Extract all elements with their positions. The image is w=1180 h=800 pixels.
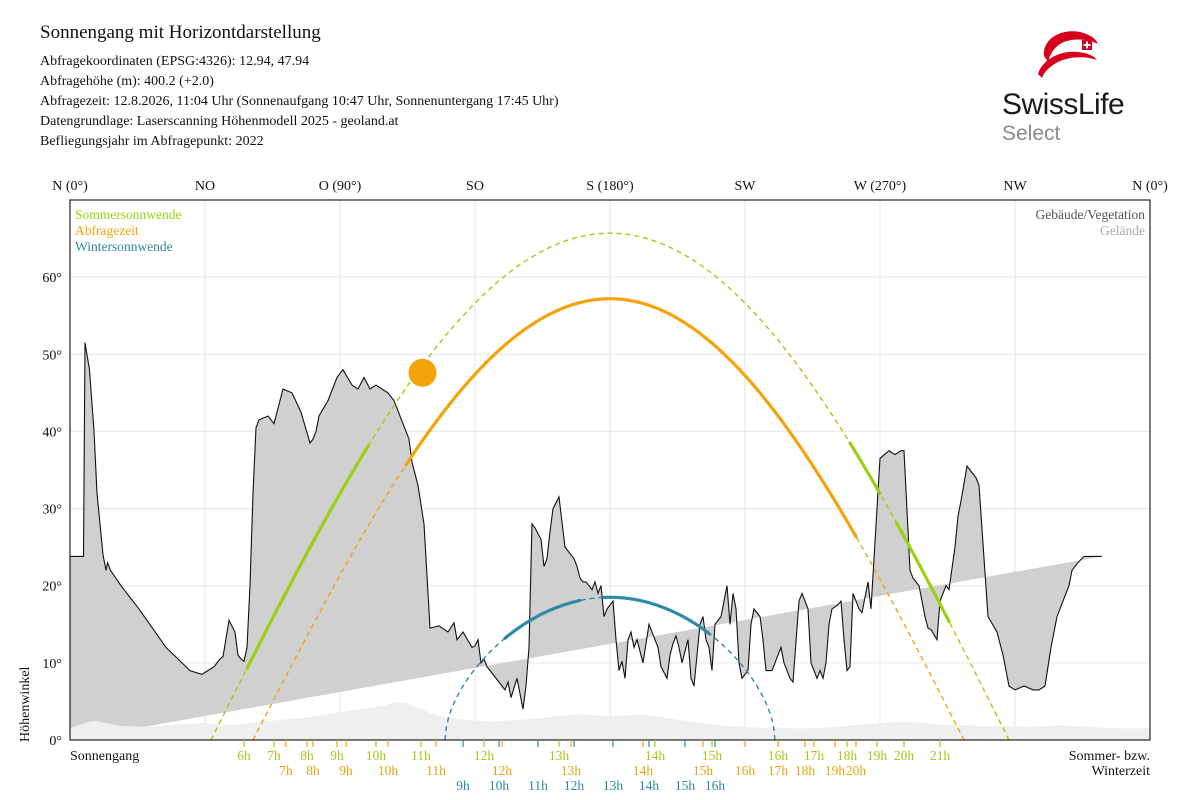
plot-frame — [69, 199, 1151, 741]
x-tick-label: NW — [1003, 179, 1027, 194]
sun-path-visible-abfragezeit — [404, 297, 858, 539]
hour-label: 11h — [426, 763, 446, 778]
hour-label: 13h — [603, 778, 624, 793]
sun-path-visible-sommersonnwende — [848, 441, 882, 496]
swisslife-logo-icon — [1038, 31, 1098, 78]
swisslife-logo: SwissLife Select — [1000, 26, 1150, 156]
x-tick-label: W (270°) — [854, 179, 907, 194]
y-tick-label: 50° — [42, 348, 62, 363]
hour-labels: 6h 7h 8h 9h 10h 11h 12h 13h 14h 15h 16h 17h 18h 19h 20… — [237, 740, 950, 793]
info-height: Abfragehöhe (m): 400.2 (+2.0) — [40, 74, 214, 89]
hour-label: 6h — [237, 748, 251, 763]
hour-label: 14h — [639, 778, 660, 793]
info-coordinates: Abfragekoordinaten (EPSG:4326): 12.94, 4… — [40, 54, 310, 69]
hour-label: 19h — [825, 763, 846, 778]
bottom-right-label-2: Winterzeit — [1091, 764, 1150, 779]
x-tick-label: N (0°) — [52, 179, 88, 194]
logo-subtitle: Select — [1002, 122, 1061, 145]
hour-label: 12h — [474, 748, 495, 763]
info-flight-year: Befliegungsjahr im Abfragepunkt: 2022 — [40, 134, 264, 149]
hour-label: 10h — [366, 748, 387, 763]
sun-path-visible-wintersonnwende — [503, 598, 582, 640]
hour-label: 13h — [549, 748, 570, 763]
hour-label: 11h — [411, 748, 431, 763]
hour-label: 12h — [492, 763, 513, 778]
horizon-terrain — [70, 702, 1150, 740]
page-title: Sonnengang mit Horizontdarstellung — [40, 22, 321, 43]
y-tick-label: 10° — [42, 657, 62, 672]
bottom-right-label-1: Sommer- bzw. — [1069, 749, 1150, 764]
hour-label: 16h — [735, 763, 756, 778]
legend-entry-left: Sommersonnwende — [75, 207, 181, 222]
hour-label: 10h — [378, 763, 399, 778]
hour-label: 16h — [705, 778, 726, 793]
x-tick-label: SW — [735, 179, 757, 194]
hour-label: 13h — [561, 763, 582, 778]
chart-header: Sonnengang mit Horizontdarstellung Abfra… — [40, 22, 559, 152]
hour-label: 15h — [702, 748, 723, 763]
sun-path-dashed-sommersonnwende — [210, 232, 1010, 740]
hour-label: 7h — [279, 763, 293, 778]
x-tick-label: S (180°) — [586, 179, 634, 194]
hour-label: 18h — [837, 748, 858, 763]
hour-label: 11h — [528, 778, 548, 793]
hour-label: 19h — [867, 748, 888, 763]
info-data-source: Datengrundlage: Laserscanning Höhenmodel… — [40, 114, 399, 129]
current-sun-position-marker — [408, 358, 437, 387]
hour-label: 9h — [339, 763, 353, 778]
x-tick-label: NO — [195, 179, 215, 194]
legend-entry-left: Wintersonnwende — [75, 239, 173, 254]
x-tick-label: SO — [466, 179, 484, 194]
info-query-time: Abfragezeit: 12.8.2026, 11:04 Uhr (Sonne… — [40, 94, 559, 109]
sun-path-visible-sommersonnwende — [894, 521, 951, 623]
horizon-buildings-vegetation — [70, 342, 1102, 740]
hour-label: 8h — [300, 748, 314, 763]
y-tick-label: 0° — [49, 734, 62, 749]
hour-label: 17h — [768, 763, 789, 778]
sun-path-visible-wintersonnwende — [602, 595, 711, 636]
hour-label: 15h — [693, 763, 714, 778]
legend: SommersonnwendeAbfragezeitWintersonnwend… — [75, 207, 1145, 254]
hour-label: 14h — [633, 763, 654, 778]
hour-label: 17h — [804, 748, 825, 763]
hour-label: 20h — [846, 763, 867, 778]
hour-label: 20h — [894, 748, 915, 763]
hour-label: 21h — [930, 748, 951, 763]
sun-path-visible-sommersonnwende — [245, 443, 371, 670]
y-tick-label: 30° — [42, 503, 62, 518]
hour-label: 9h — [330, 748, 344, 763]
bottom-left-label: Sonnengang — [70, 749, 139, 764]
hour-label: 18h — [795, 763, 816, 778]
x-tick-label: N (0°) — [1132, 179, 1168, 194]
hour-label: 15h — [675, 778, 696, 793]
y-axis-label: Höhenwinkel — [18, 666, 33, 742]
legend-entry-left: Abfragezeit — [75, 223, 139, 238]
y-tick-label: 60° — [42, 271, 62, 286]
sun-paths — [210, 232, 1010, 740]
logo-wordmark: SwissLife — [1002, 88, 1125, 121]
hour-label: 7h — [267, 748, 281, 763]
legend-entry-right: Gebäude/Vegetation — [1036, 207, 1146, 222]
hour-label: 10h — [489, 778, 510, 793]
axis-ticks: 0° 10° 20° 30° 40° 50° 60° N (0°) NO O (90°) SO S (… — [42, 179, 1168, 749]
y-tick-label: 20° — [42, 580, 62, 595]
y-tick-label: 40° — [42, 425, 62, 440]
legend-entry-right: Gelände — [1100, 223, 1145, 238]
hour-label: 8h — [306, 763, 320, 778]
hour-label: 14h — [645, 748, 666, 763]
hour-label: 12h — [564, 778, 585, 793]
hour-label: 16h — [768, 748, 789, 763]
hour-label: 9h — [456, 778, 470, 793]
x-tick-label: O (90°) — [319, 179, 362, 194]
